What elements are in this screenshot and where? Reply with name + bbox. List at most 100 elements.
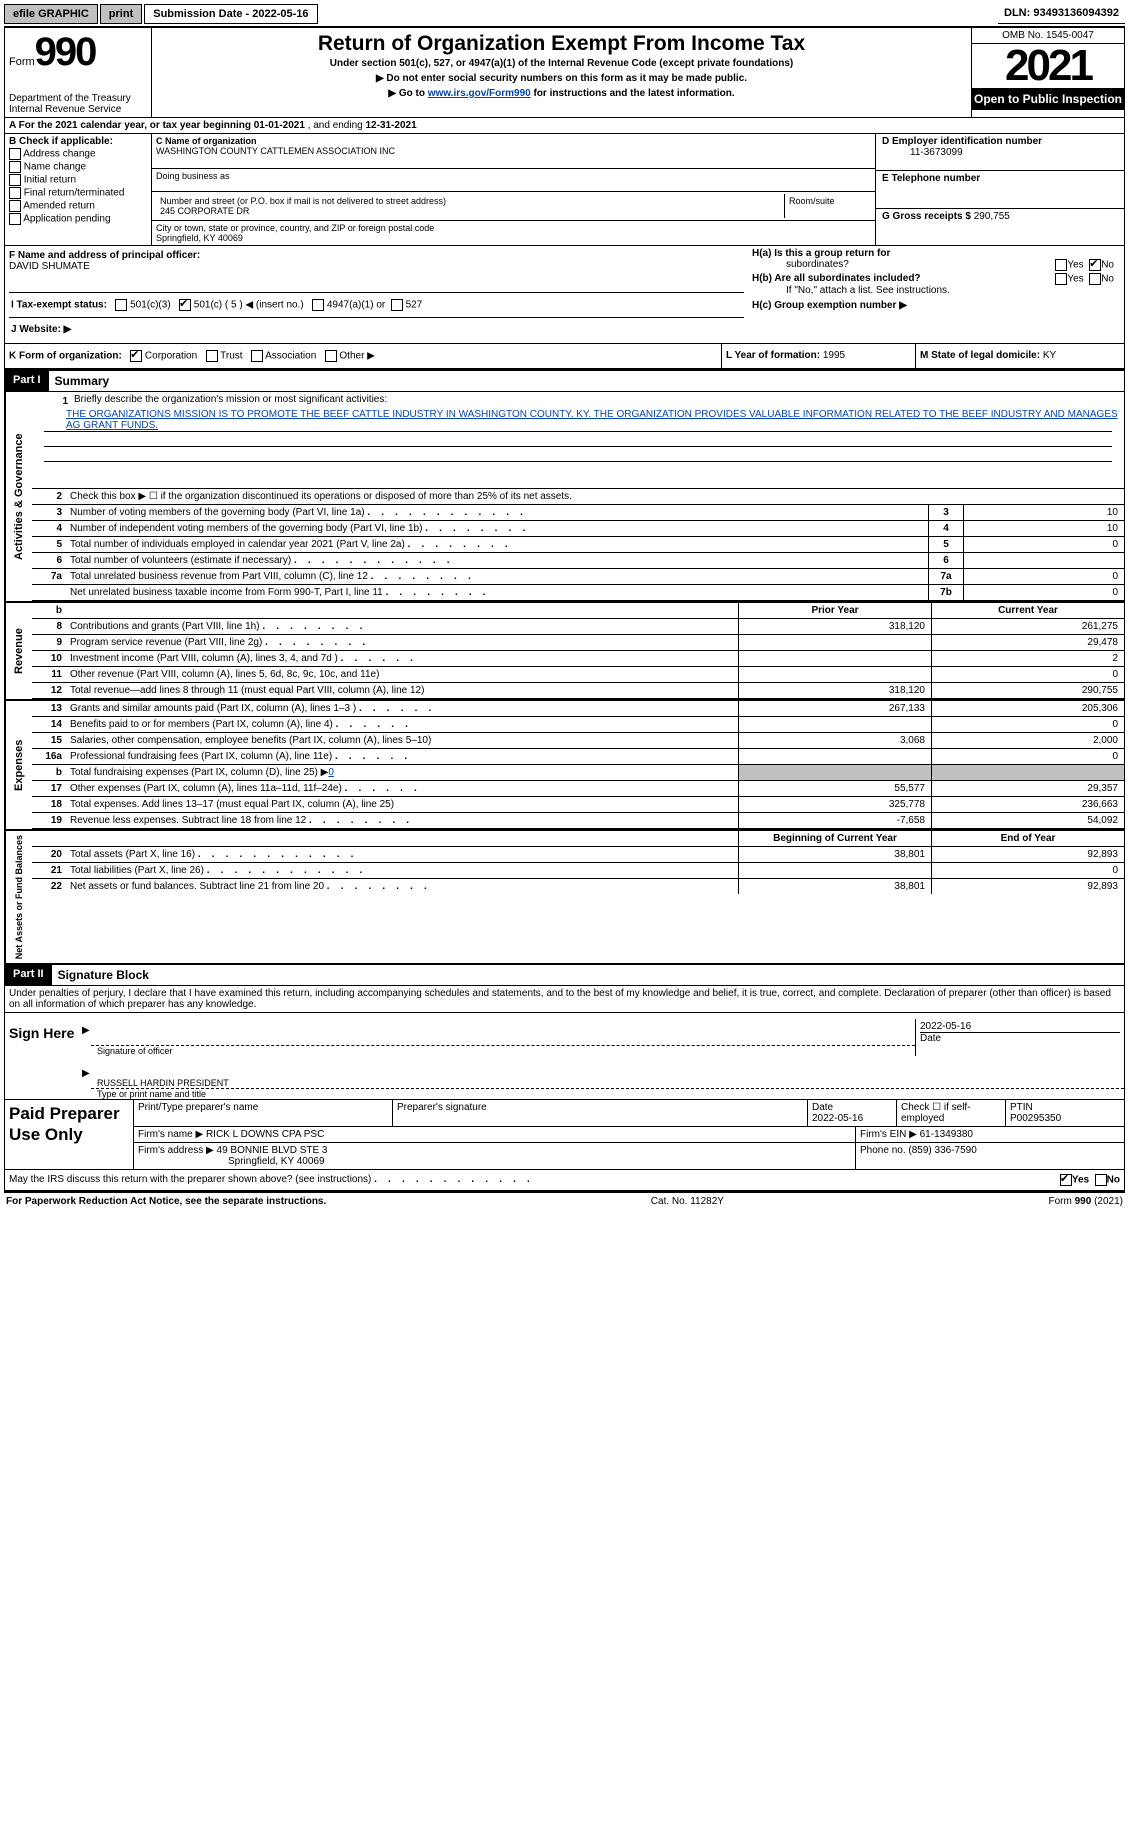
- cb-corp[interactable]: [130, 350, 142, 362]
- cb-name-change[interactable]: Name change: [9, 161, 147, 173]
- cy8: 261,275: [931, 619, 1124, 634]
- col-c: C Name of organization WASHINGTON COUNTY…: [152, 134, 875, 245]
- line12: Total revenue—add lines 8 through 11 (mu…: [68, 683, 738, 698]
- hb-yes[interactable]: [1055, 273, 1067, 285]
- form-subtitle-2: ▶ Do not enter social security numbers o…: [158, 73, 965, 84]
- officer-name: DAVID SHUMATE: [9, 261, 90, 272]
- discuss-no[interactable]: [1095, 1174, 1107, 1186]
- ein-value: 11-3673099: [882, 147, 1118, 158]
- header-bar: efile GRAPHIC print Submission Date - 20…: [4, 4, 1125, 24]
- m-cell: M State of legal domicile: KY: [915, 344, 1124, 368]
- line22: Net assets or fund balances. Subtract li…: [68, 879, 738, 894]
- b20: 38,801: [738, 847, 931, 862]
- officer-label: F Name and address of principal officer:: [9, 250, 200, 261]
- sig-officer-label: Signature of officer: [91, 1046, 915, 1056]
- eoy-hdr: End of Year: [931, 831, 1124, 846]
- cy15: 2,000: [931, 733, 1124, 748]
- ha-no[interactable]: [1089, 259, 1101, 271]
- ptin: P00295350: [1010, 1113, 1061, 1124]
- form-link-line: ▶ Go to www.irs.gov/Form990 for instruct…: [158, 88, 965, 99]
- cb-4947[interactable]: [312, 299, 324, 311]
- cb-amended[interactable]: Amended return: [9, 200, 147, 212]
- cb-501c3[interactable]: [115, 299, 127, 311]
- vert-netassets: Net Assets or Fund Balances: [5, 831, 32, 963]
- discuss-row: May the IRS discuss this return with the…: [5, 1170, 1124, 1190]
- k-cell: K Form of organization: Corporation Trus…: [5, 344, 721, 368]
- py17: 55,577: [738, 781, 931, 796]
- city: Springfield, KY 40069: [156, 233, 243, 243]
- v5: 0: [963, 537, 1124, 552]
- v6: [963, 553, 1124, 568]
- sig-officer-line[interactable]: [91, 1019, 915, 1046]
- line15: Salaries, other compensation, employee b…: [68, 733, 738, 748]
- cy13: 205,306: [931, 701, 1124, 716]
- line5: Total number of individuals employed in …: [68, 537, 928, 552]
- self-emp[interactable]: Check ☐ if self-employed: [897, 1100, 1006, 1126]
- sign-here-label: Sign Here: [5, 1013, 81, 1099]
- irs-link[interactable]: www.irs.gov/Form990: [428, 88, 531, 99]
- dept-label: Department of the Treasury: [9, 93, 147, 104]
- cb-assoc[interactable]: [251, 350, 263, 362]
- v7b: 0: [963, 585, 1124, 600]
- part1-header: Part I: [5, 371, 49, 391]
- ha-yes[interactable]: [1055, 259, 1067, 271]
- vert-activities: Activities & Governance: [5, 392, 32, 601]
- form-id-cell: Form990 Department of the Treasury Inter…: [5, 28, 152, 117]
- gross-label: G Gross receipts $: [882, 211, 971, 222]
- street-label: Number and street (or P.O. box if mail i…: [160, 196, 446, 206]
- perjury-text: Under penalties of perjury, I declare th…: [5, 986, 1124, 1013]
- cb-trust[interactable]: [206, 350, 218, 362]
- py13: 267,133: [738, 701, 931, 716]
- sig-name-line: RUSSELL HARDIN PRESIDENT: [91, 1062, 1124, 1089]
- footer: For Paperwork Reduction Act Notice, see …: [4, 1191, 1125, 1210]
- phone-label: E Telephone number: [882, 173, 980, 184]
- line11: Other revenue (Part VIII, column (A), li…: [68, 667, 738, 682]
- irs-label: Internal Revenue Service: [9, 104, 147, 115]
- cb-501c[interactable]: [179, 299, 191, 311]
- room-label: Room/suite: [785, 194, 871, 218]
- part1-title: Summary: [49, 371, 116, 391]
- org-name: WASHINGTON COUNTY CATTLEMEN ASSOCIATION …: [156, 146, 395, 156]
- py15: 3,068: [738, 733, 931, 748]
- line9: Program service revenue (Part VIII, line…: [68, 635, 738, 650]
- py8: 318,120: [738, 619, 931, 634]
- boy-hdr: Beginning of Current Year: [738, 831, 931, 846]
- cb-initial-return[interactable]: Initial return: [9, 174, 147, 186]
- prior-year-hdr: Prior Year: [738, 603, 931, 618]
- cy14: 0: [931, 717, 1124, 732]
- mission-text: THE ORGANIZATIONS MISSION IS TO PROMOTE …: [38, 409, 1118, 431]
- col-d: D Employer identification number 11-3673…: [875, 134, 1124, 245]
- cb-other[interactable]: [325, 350, 337, 362]
- form-ref: Form 990 (2021): [1049, 1196, 1123, 1207]
- line16a: Professional fundraising fees (Part IX, …: [68, 749, 738, 764]
- print-button[interactable]: print: [100, 4, 142, 24]
- tax-year: 2021: [972, 44, 1124, 88]
- v3: 10: [963, 505, 1124, 520]
- psig-label: Preparer's signature: [397, 1102, 487, 1113]
- firm-addr: Firm's address ▶ 49 BONNIE BLVD STE 3 Sp…: [134, 1143, 856, 1169]
- line18: Total expenses. Add lines 13–17 (must eq…: [68, 797, 738, 812]
- e21: 0: [931, 863, 1124, 878]
- line3: Number of voting members of the governin…: [68, 505, 928, 520]
- cb-final-return[interactable]: Final return/terminated: [9, 187, 147, 199]
- line2: Check this box ▶ ☐ if the organization d…: [68, 489, 1124, 504]
- cb-app-pending[interactable]: Application pending: [9, 213, 147, 225]
- cb-address-change[interactable]: Address change: [9, 148, 147, 160]
- open-to-public: Open to Public Inspection: [972, 88, 1124, 110]
- cy9: 29,478: [931, 635, 1124, 650]
- line19: Revenue less expenses. Subtract line 18 …: [68, 813, 738, 828]
- hc-label: H(c) Group exemption number ▶: [752, 300, 907, 311]
- line17: Other expenses (Part IX, column (A), lin…: [68, 781, 738, 796]
- submission-date: Submission Date - 2022-05-16: [144, 4, 317, 24]
- line16b: Total fundraising expenses (Part IX, col…: [68, 765, 738, 780]
- sig-date: 2022-05-16 Date: [915, 1019, 1124, 1056]
- cy11: 0: [931, 667, 1124, 682]
- discuss-yes[interactable]: [1060, 1174, 1072, 1186]
- hb-note: If "No," attach a list. See instructions…: [752, 285, 1120, 296]
- website-row: J Website: ▶: [9, 317, 744, 341]
- line7b: Net unrelated business taxable income fr…: [68, 585, 928, 600]
- e20: 92,893: [931, 847, 1124, 862]
- cb-527[interactable]: [391, 299, 403, 311]
- hb-no[interactable]: [1089, 273, 1101, 285]
- row-a: A For the 2021 calendar year, or tax yea…: [5, 118, 1124, 134]
